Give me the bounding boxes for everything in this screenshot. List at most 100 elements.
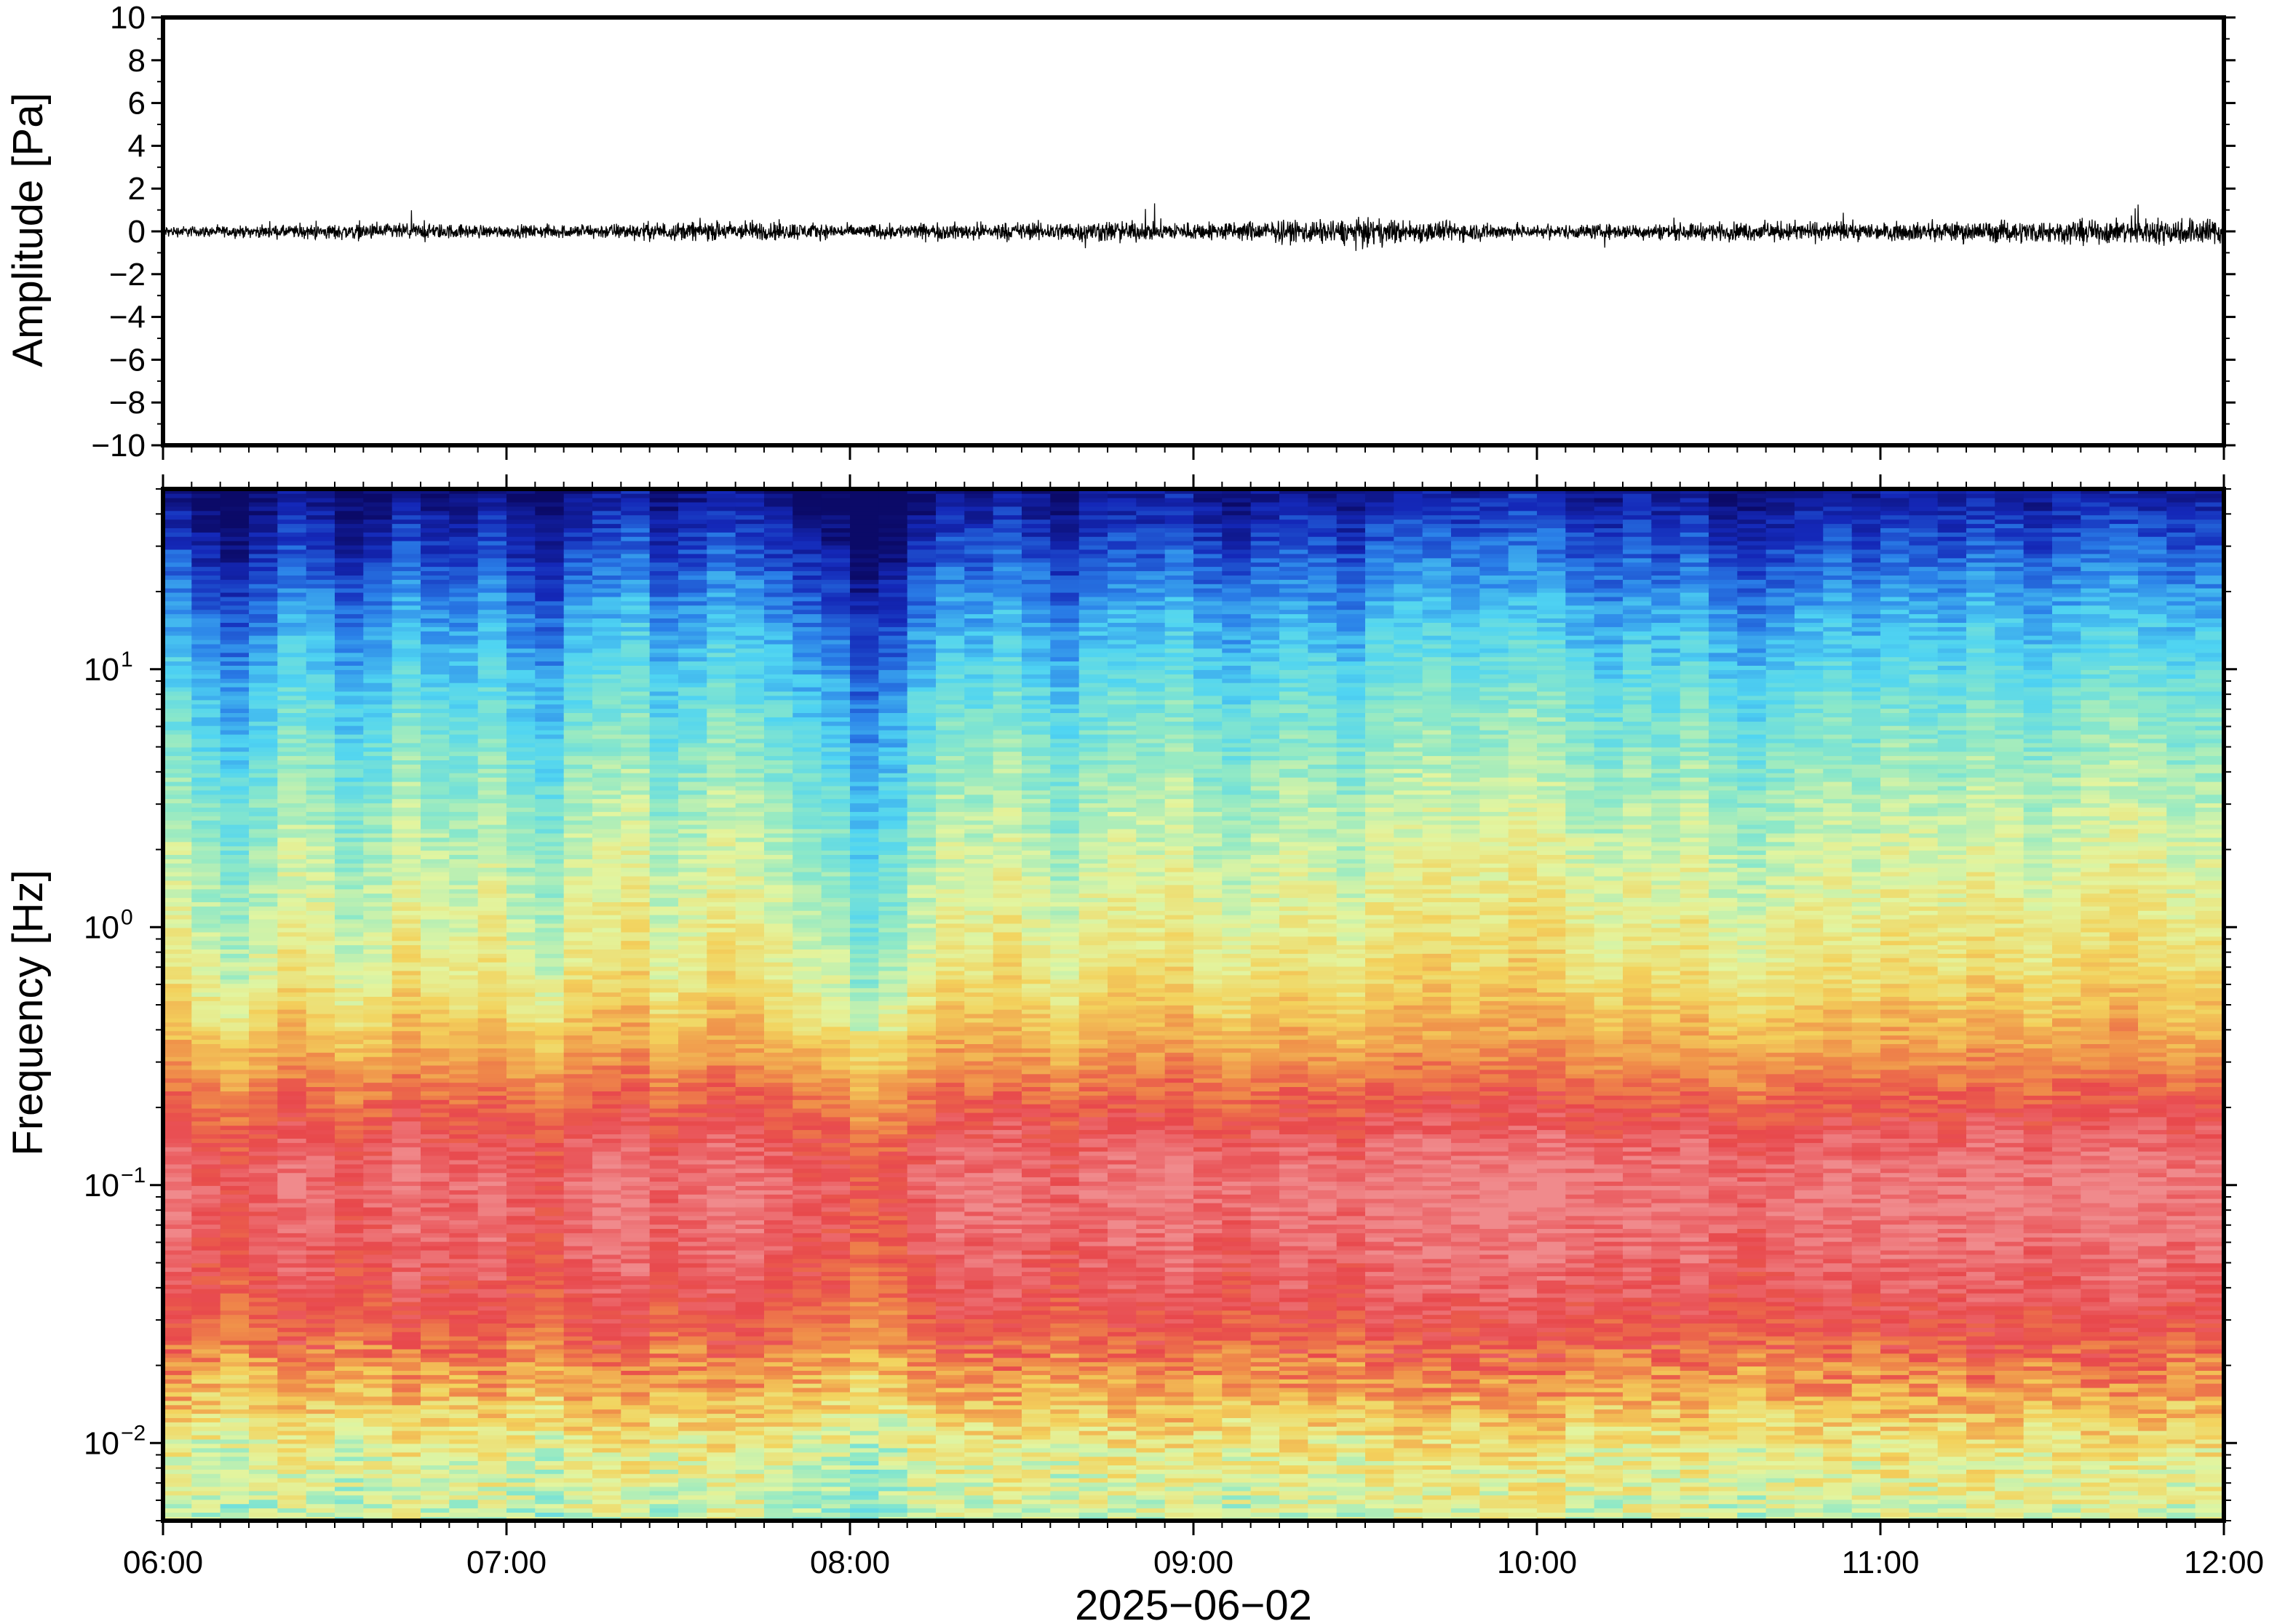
- spectrogram-column: [736, 489, 765, 1521]
- spectrogram-cell: [650, 1405, 679, 1410]
- spectrogram-cell: [535, 953, 564, 958]
- spectrogram-cell: [249, 730, 278, 735]
- spectrogram-cell: [678, 605, 707, 610]
- spectrogram-cell: [650, 613, 679, 618]
- spectrogram-cell: [277, 777, 306, 782]
- spectrogram-cell: [421, 1383, 450, 1388]
- spectrogram-cell: [277, 1241, 306, 1246]
- spectrogram-cell: [220, 1263, 250, 1268]
- spectrogram-cell: [392, 734, 421, 739]
- spectrogram-cell: [363, 1340, 392, 1345]
- spectrogram-cell: [277, 1379, 306, 1384]
- spectrogram-cell: [163, 1172, 192, 1177]
- spectrogram-cell: [478, 1280, 507, 1285]
- spectrogram-cell: [163, 1444, 192, 1449]
- spectrogram-cell: [736, 1426, 765, 1431]
- spectrogram-cell: [621, 906, 650, 911]
- spectrogram-cell: [363, 601, 392, 606]
- spectrogram-cell: [621, 1121, 650, 1126]
- spectrogram-cell: [506, 811, 536, 816]
- spectrogram-cell: [163, 665, 192, 670]
- spectrogram-cell: [220, 1413, 250, 1418]
- spectrogram-cell: [650, 1310, 679, 1315]
- spectrogram-cell: [277, 506, 306, 512]
- spectrogram-cell: [335, 966, 364, 971]
- waveform-y-tick-label: 6: [128, 86, 146, 122]
- spectrogram-cell: [449, 854, 478, 859]
- spectrogram-cell: [650, 691, 679, 696]
- spectrogram-cell: [277, 1297, 306, 1302]
- spectrogram-column: [249, 489, 278, 1521]
- spectrogram-cell: [621, 992, 650, 997]
- spectrogram-cell: [363, 631, 392, 636]
- spectrogram-cell: [191, 768, 220, 773]
- spectrogram-cell: [421, 773, 450, 778]
- spectrogram-cell: [220, 674, 250, 679]
- spectrogram-cell: [277, 803, 306, 808]
- spectrogram-cell: [621, 739, 650, 744]
- spectrogram-cell: [363, 1361, 392, 1366]
- spectrogram-cell: [678, 1091, 707, 1096]
- spectrogram-cell: [449, 1211, 478, 1217]
- spectrogram-cell: [421, 910, 450, 915]
- spectrogram-cell: [363, 717, 392, 722]
- spectrogram-cell: [592, 751, 621, 756]
- spectrogram-cell: [449, 1465, 478, 1470]
- spectrogram-cell: [564, 609, 593, 614]
- spectrogram-cell: [277, 1512, 306, 1517]
- spectrogram-cell: [478, 700, 507, 705]
- spectrogram-cell: [478, 1297, 507, 1302]
- spectrogram-cell: [277, 932, 306, 937]
- spectrogram-cell: [707, 803, 736, 808]
- spectrogram-cell: [592, 798, 621, 803]
- spectrogram-cell: [592, 984, 621, 989]
- spectrogram-cell: [163, 1241, 192, 1246]
- spectrogram-cell: [363, 936, 392, 942]
- spectrogram-cell: [277, 897, 306, 902]
- spectrogram-cell: [191, 635, 220, 640]
- spectrogram-cell: [506, 807, 536, 812]
- spectrogram-cell: [564, 1039, 593, 1044]
- spectrogram-cell: [249, 845, 278, 851]
- spectrogram-cell: [191, 944, 220, 950]
- spectrogram-cell: [506, 1194, 536, 1199]
- spectrogram-cell: [478, 739, 507, 744]
- spectrogram-cell: [163, 570, 192, 576]
- spectrogram-cell: [306, 1456, 335, 1461]
- spectrogram-cell: [650, 962, 679, 967]
- spectrogram-cell: [306, 1284, 335, 1289]
- spectrogram-cell: [678, 1142, 707, 1147]
- spectrogram-cell: [363, 962, 392, 967]
- spectrogram-cell: [277, 523, 306, 528]
- spectrogram-cell: [449, 1112, 478, 1118]
- spectrogram-cell: [449, 1512, 478, 1517]
- spectrogram-cell: [363, 816, 392, 821]
- spectrogram-cell: [163, 605, 192, 610]
- spectrogram-column: [621, 489, 650, 1521]
- spectrogram-cell: [678, 747, 707, 752]
- spectrogram-cell: [621, 1198, 650, 1203]
- spectrogram-cell: [249, 1151, 278, 1156]
- spectrogram-cell: [678, 717, 707, 722]
- spectrogram-cell: [421, 932, 450, 937]
- spectrogram-cell: [449, 532, 478, 537]
- spectrogram-cell: [249, 1310, 278, 1315]
- spectrogram-cell: [650, 953, 679, 958]
- spectrogram-cell: [421, 730, 450, 735]
- spectrogram-cell: [707, 1332, 736, 1337]
- spectrogram-cell: [650, 820, 679, 825]
- spectrogram-cell: [220, 1091, 250, 1096]
- spectrogram-cell: [392, 1142, 421, 1147]
- spectrogram-cell: [506, 944, 536, 950]
- spectrogram-cell: [678, 1190, 707, 1195]
- spectrogram-cell: [421, 1009, 450, 1014]
- spectrogram-cell: [220, 1491, 250, 1496]
- spectrogram-cell: [707, 1164, 736, 1169]
- spectrogram-cell: [220, 1155, 250, 1161]
- spectrogram-cell: [421, 1219, 450, 1225]
- spectrogram-cell: [220, 1508, 250, 1513]
- spectrogram-cell: [191, 971, 220, 976]
- spectrogram-cell: [449, 1323, 478, 1328]
- spectrogram-cell: [506, 584, 536, 589]
- spectrogram-cell: [506, 1048, 536, 1053]
